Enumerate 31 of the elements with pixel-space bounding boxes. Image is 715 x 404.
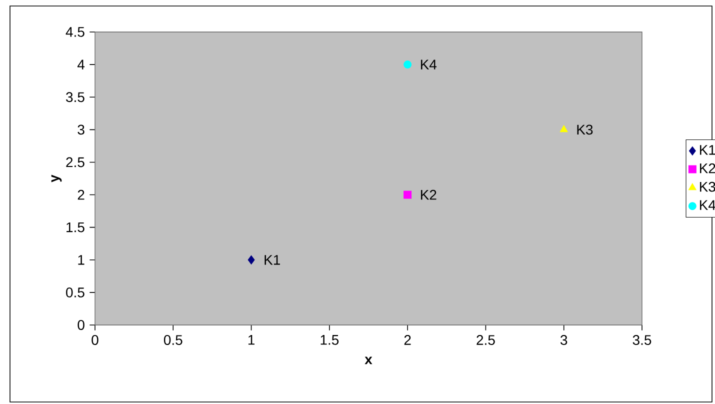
text: K3 xyxy=(577,124,593,135)
x-tick-label: 2 xyxy=(404,335,411,345)
y-tick-label: 1.5 xyxy=(66,222,84,232)
y-tick-label: 0.5 xyxy=(66,288,84,298)
x-tick-label: 3.5 xyxy=(632,335,652,345)
x-tick-label: 0.5 xyxy=(164,335,182,345)
x-tick-label: 0 xyxy=(92,335,98,345)
y-tick-label: 0 xyxy=(78,320,84,330)
x-tick-label: 1 xyxy=(248,335,254,345)
y-tick-label: 4.5 xyxy=(66,27,84,37)
text: K2 xyxy=(420,190,436,200)
x-axis-title: x xyxy=(364,356,372,364)
y-tick-label: 3.5 xyxy=(66,92,84,102)
x-tick-label: 1.5 xyxy=(320,335,339,345)
y-tick-label: 3 xyxy=(78,124,84,135)
legend-label: K3 xyxy=(700,182,715,192)
text: K4 xyxy=(420,60,437,70)
y-tick-label: 1 xyxy=(78,255,84,265)
legend-label: K2 xyxy=(700,163,715,174)
y-tick-label: 2.5 xyxy=(66,157,84,168)
point xyxy=(404,190,412,199)
y-tick-label: 2 xyxy=(78,190,84,200)
point xyxy=(248,255,255,264)
y-axis-title: y xyxy=(51,174,62,182)
y-tick-label: 4 xyxy=(77,60,85,70)
x-tick-label: 3 xyxy=(560,335,568,345)
point xyxy=(560,125,568,132)
x-tick-label: 2.5 xyxy=(476,335,495,345)
point xyxy=(404,60,412,69)
legend-label: K1 xyxy=(700,145,715,155)
text: K1 xyxy=(264,255,280,265)
